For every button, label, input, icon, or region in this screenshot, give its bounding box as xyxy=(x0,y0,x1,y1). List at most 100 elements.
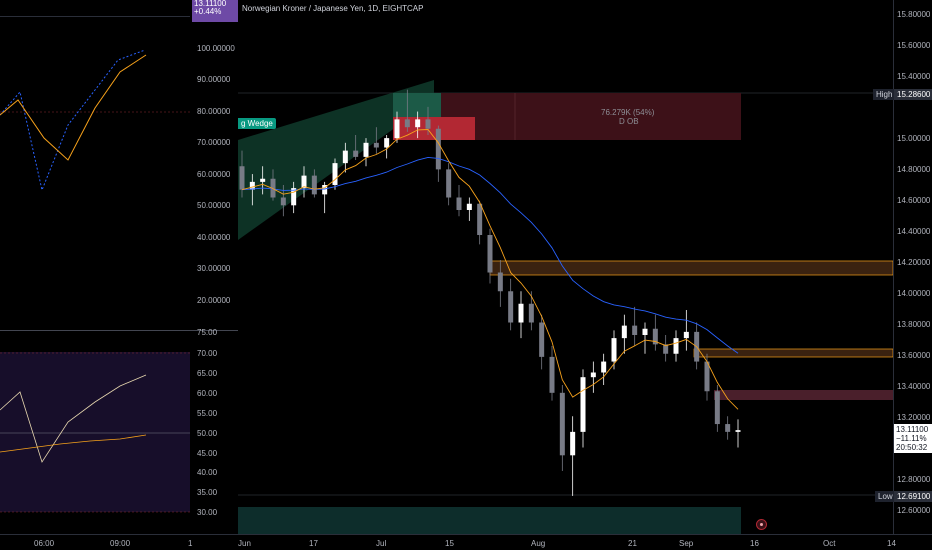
candle-body xyxy=(311,175,317,195)
price-axis-tick: 14.40000 xyxy=(897,227,931,236)
candle-body xyxy=(342,150,348,164)
time-axis-tick: Aug xyxy=(531,539,546,548)
candle-body xyxy=(580,377,586,432)
price-axis-tick: 13.40000 xyxy=(897,382,931,391)
candle-body xyxy=(270,178,276,198)
candle-body xyxy=(301,175,307,189)
candle-body xyxy=(260,178,266,182)
left-y-tick: 50.00000 xyxy=(197,201,231,210)
candle-body xyxy=(642,328,648,335)
high-label: High xyxy=(873,89,896,100)
candle-body xyxy=(590,372,596,378)
left-top-rule xyxy=(0,16,190,17)
main-price-plot xyxy=(238,80,893,534)
candle-body xyxy=(487,235,493,273)
price-axis-tick: 15.40000 xyxy=(897,72,931,81)
candle-body xyxy=(425,119,431,129)
candle-body xyxy=(404,119,410,128)
candle-body xyxy=(394,119,400,139)
ema-slow-line xyxy=(241,156,739,354)
order-block-red xyxy=(393,117,475,140)
low-value: 12.69100 xyxy=(894,491,932,502)
rsi-y-tick: 70.00 xyxy=(197,349,218,358)
candle-body xyxy=(539,322,545,357)
current-price: 13.11100 xyxy=(896,425,929,434)
low-label: Low xyxy=(875,491,896,502)
candle-body xyxy=(384,138,390,148)
candle-body xyxy=(725,424,731,432)
ob-type-label: D OB xyxy=(619,117,639,126)
left-y-tick: 40.00000 xyxy=(197,233,231,242)
main-chart-panel[interactable]: Norwegian Kroner / Japanese Yen, 1D, EIG… xyxy=(238,0,932,550)
candle-body xyxy=(446,169,452,198)
candle-body xyxy=(663,344,669,354)
candle-body xyxy=(435,128,441,170)
wedge-label: g Wedge xyxy=(238,118,276,129)
rsi-plot xyxy=(0,352,190,513)
current-price-tag: 13.11100 −11.11% 20:50:32 xyxy=(894,424,932,453)
rising-wedge xyxy=(238,80,434,240)
candle-body xyxy=(673,338,679,354)
left-x-tick: 09:00 xyxy=(110,539,131,548)
left-y-tick: 30.00000 xyxy=(197,264,231,273)
price-axis-tick: 12.60000 xyxy=(897,506,931,515)
candle-body xyxy=(280,197,286,206)
left-y-tick: 80.00000 xyxy=(197,107,231,116)
left-y-tick: 75.00 xyxy=(197,328,218,337)
supply-zone-3 xyxy=(714,390,893,400)
price-axis-tick: 15.60000 xyxy=(897,41,931,50)
left-y-tick: 20.00000 xyxy=(197,296,231,305)
ob-volume-label: 76.279K (54%) xyxy=(601,108,655,117)
candle-body xyxy=(508,291,514,323)
rsi-pane xyxy=(0,352,190,512)
order-block-dark xyxy=(441,93,741,140)
left-chart-panel[interactable]: 13.11100 +0.44% 06:00 09:00 1 100.00000 9… xyxy=(0,0,238,550)
supply-zone-1 xyxy=(489,260,893,276)
event-marker-icon[interactable] xyxy=(756,519,767,530)
candle-body xyxy=(373,142,379,148)
left-y-tick: 70.00000 xyxy=(197,138,231,147)
ema-fast-line xyxy=(241,129,739,410)
price-axis-tick: 14.20000 xyxy=(897,258,931,267)
candle-body xyxy=(249,181,255,190)
rsi-y-tick: 50.00 xyxy=(197,429,218,438)
demand-zone xyxy=(238,507,741,534)
left-x-tick: 06:00 xyxy=(34,539,55,548)
rsi-y-tick: 45.00 xyxy=(197,449,218,458)
rsi-y-tick: 55.00 xyxy=(197,409,218,418)
price-axis-tick: 15.80000 xyxy=(897,10,931,19)
candle-body xyxy=(477,203,483,235)
price-axis[interactable] xyxy=(893,0,932,534)
time-axis-tick: 14 xyxy=(887,539,896,548)
candle-body xyxy=(632,325,638,335)
candle-body xyxy=(735,430,741,432)
time-axis-tick: 21 xyxy=(628,539,637,548)
bar-countdown: 20:50:32 xyxy=(896,443,928,452)
price-axis-tick: 14.60000 xyxy=(897,196,931,205)
rsi-y-tick: 35.00 xyxy=(197,488,218,497)
time-axis-tick: 16 xyxy=(750,539,759,548)
candle-body xyxy=(497,272,503,292)
current-change: −11.11% xyxy=(896,434,927,443)
candle-body xyxy=(559,392,565,456)
time-axis-tick: Jul xyxy=(376,539,387,548)
candle-body xyxy=(291,188,297,206)
left-price-plot xyxy=(0,49,190,192)
candle-body xyxy=(518,303,524,323)
high-value: 15.28600 xyxy=(894,89,932,100)
candle-body xyxy=(549,356,555,393)
time-axis-tick: Jun xyxy=(238,539,251,548)
rsi-y-tick: 40.00 xyxy=(197,468,218,477)
time-axis-tick: 15 xyxy=(445,539,454,548)
price-axis-tick: 15.00000 xyxy=(897,134,931,143)
left-y-tick: 60.00000 xyxy=(197,170,231,179)
candle-body xyxy=(353,150,359,157)
time-axis[interactable] xyxy=(238,534,932,550)
order-block-green xyxy=(393,93,441,117)
price-axis-tick: 12.80000 xyxy=(897,475,931,484)
rsi-y-tick: 60.00 xyxy=(197,389,218,398)
price-axis-tick: 13.20000 xyxy=(897,413,931,422)
time-axis-tick: 17 xyxy=(309,539,318,548)
price-axis-tick: 14.00000 xyxy=(897,289,931,298)
candle-body xyxy=(704,361,710,392)
